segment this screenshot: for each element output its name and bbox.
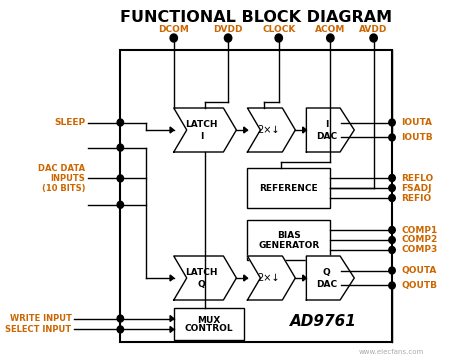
Polygon shape: [170, 327, 174, 332]
Text: REFIO: REFIO: [401, 194, 431, 202]
Text: COMP1: COMP1: [401, 225, 438, 234]
Polygon shape: [174, 108, 237, 152]
Circle shape: [117, 326, 124, 333]
Bar: [247, 168, 330, 208]
Circle shape: [389, 194, 395, 202]
Text: IOUTB: IOUTB: [401, 133, 433, 142]
Circle shape: [389, 119, 395, 126]
Text: Q: Q: [323, 268, 330, 277]
Text: QOUTB: QOUTB: [401, 281, 437, 290]
Polygon shape: [306, 256, 354, 300]
Circle shape: [117, 315, 124, 322]
Text: GENERATOR: GENERATOR: [258, 242, 319, 251]
Text: DCOM: DCOM: [158, 24, 189, 33]
Circle shape: [117, 201, 124, 208]
Text: MUX: MUX: [197, 316, 220, 325]
Circle shape: [224, 34, 232, 42]
Circle shape: [170, 34, 177, 42]
Text: ACOM: ACOM: [315, 24, 346, 33]
Polygon shape: [306, 108, 354, 152]
Text: CONTROL: CONTROL: [184, 324, 233, 333]
Polygon shape: [303, 127, 306, 133]
Bar: [120, 50, 392, 342]
Text: WRITE INPUT: WRITE INPUT: [9, 314, 72, 323]
Text: DAC: DAC: [316, 132, 337, 141]
Circle shape: [117, 119, 124, 126]
Polygon shape: [170, 127, 174, 133]
Circle shape: [389, 175, 395, 181]
Text: BIAS: BIAS: [277, 231, 301, 240]
Polygon shape: [303, 275, 306, 281]
Circle shape: [389, 282, 395, 289]
Text: 2×↓: 2×↓: [257, 273, 280, 283]
Text: COMP2: COMP2: [401, 235, 438, 244]
Text: I: I: [200, 132, 203, 141]
Circle shape: [117, 144, 124, 151]
Text: DAC DATA
INPUTS
(10 BITS): DAC DATA INPUTS (10 BITS): [38, 163, 85, 193]
Polygon shape: [244, 127, 247, 133]
Circle shape: [327, 34, 334, 42]
Polygon shape: [170, 316, 174, 321]
Text: AD9761: AD9761: [290, 315, 356, 329]
Circle shape: [389, 134, 395, 141]
Text: CLOCK: CLOCK: [262, 24, 295, 33]
Text: QOUTA: QOUTA: [401, 266, 437, 275]
Circle shape: [389, 247, 395, 253]
Text: SLEEP: SLEEP: [54, 118, 85, 127]
Text: COMP3: COMP3: [401, 246, 438, 255]
Text: SELECT INPUT: SELECT INPUT: [5, 325, 72, 334]
Polygon shape: [247, 108, 295, 152]
Text: REFLO: REFLO: [401, 174, 434, 183]
Circle shape: [389, 267, 395, 274]
Text: DVDD: DVDD: [213, 24, 243, 33]
Text: FSADJ: FSADJ: [401, 184, 432, 193]
Circle shape: [275, 34, 283, 42]
Text: AVDD: AVDD: [359, 24, 388, 33]
Text: FUNCTIONAL BLOCK DIAGRAM: FUNCTIONAL BLOCK DIAGRAM: [119, 9, 392, 24]
Polygon shape: [174, 256, 237, 300]
Text: DAC: DAC: [316, 280, 337, 289]
Text: 2×↓: 2×↓: [257, 125, 280, 135]
Circle shape: [389, 185, 395, 192]
Circle shape: [370, 34, 377, 42]
Text: Q: Q: [198, 280, 205, 289]
Circle shape: [389, 237, 395, 243]
Text: www.elecfans.com: www.elecfans.com: [359, 349, 424, 355]
Text: REFERENCE: REFERENCE: [260, 184, 318, 193]
Circle shape: [117, 175, 124, 182]
Text: IOUTA: IOUTA: [401, 118, 432, 127]
Text: LATCH: LATCH: [185, 120, 218, 129]
Circle shape: [389, 226, 395, 234]
Polygon shape: [170, 275, 174, 281]
Text: I: I: [325, 120, 328, 129]
Bar: [247, 220, 330, 260]
Polygon shape: [244, 275, 247, 281]
Polygon shape: [247, 256, 295, 300]
Text: LATCH: LATCH: [185, 268, 218, 277]
Bar: [174, 308, 244, 340]
